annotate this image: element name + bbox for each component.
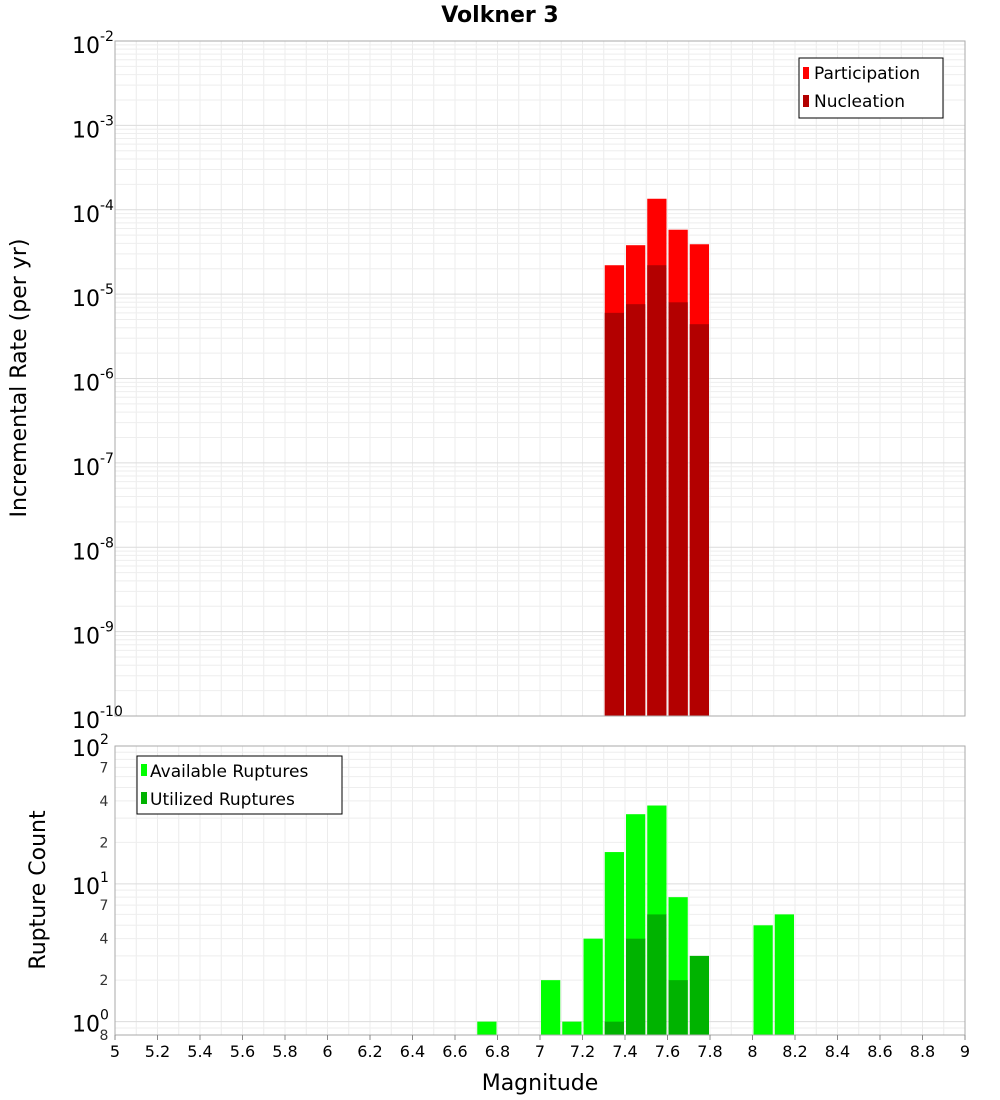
x-tick-label: 8.4	[825, 1042, 850, 1061]
available-ruptures-bar	[541, 980, 561, 1035]
top-y-axis-label: Incremental Rate (per yr)	[7, 239, 32, 518]
x-tick-label: 9	[960, 1042, 970, 1061]
bottom-bars	[477, 805, 794, 1035]
x-tick-label: 8.2	[782, 1042, 807, 1061]
x-tick-label: 5.8	[272, 1042, 297, 1061]
top-y-tick-label: 10-8	[72, 535, 114, 565]
top-y-tick-label: 10-4	[72, 198, 114, 228]
utilized-ruptures-bar	[647, 914, 667, 1035]
legend-participation-label: Participation	[814, 64, 920, 84]
bottom-legend: Available Ruptures Utilized Ruptures	[136, 755, 343, 815]
bottom-y-major-tick-label: 100	[72, 1008, 109, 1038]
available-ruptures-bar	[753, 925, 773, 1035]
participation-swatch	[803, 67, 809, 79]
bottom-y-major-tick-label: 101	[72, 870, 109, 900]
top-legend: Participation Nucleation	[798, 57, 944, 119]
bottom-y-major-tick-label: 102	[72, 732, 109, 762]
x-tick-label: 7	[535, 1042, 545, 1061]
available-ruptures-bar	[562, 1021, 582, 1035]
top-y-tick-label: 10-7	[72, 451, 114, 481]
x-tick-label: 6.8	[485, 1042, 510, 1061]
nucleation-bar	[604, 312, 624, 716]
x-axis-label: Magnitude	[482, 1071, 599, 1096]
utilized-ruptures-bar	[604, 1021, 624, 1035]
bottom-y-axis-label: Rupture Count	[26, 810, 51, 970]
bottom-y-minor-tick-label: 4	[100, 932, 109, 948]
top-y-tick-label: 10-10	[72, 704, 123, 734]
top-y-tick-label: 10-3	[72, 113, 114, 143]
utilized-ruptures-bar	[668, 980, 688, 1035]
x-tick-label: 5	[110, 1042, 120, 1061]
nucleation-bar	[689, 324, 709, 716]
x-tick-label: 8	[747, 1042, 757, 1061]
utilized-ruptures-swatch	[141, 792, 147, 804]
top-gridlines	[115, 41, 965, 716]
x-tick-label: 5.4	[187, 1042, 212, 1061]
nucleation-bar	[626, 304, 646, 716]
x-tick-label: 6.6	[442, 1042, 467, 1061]
top-y-tick-label: 10-5	[72, 282, 114, 312]
top-y-tick-label: 10-2	[72, 29, 114, 59]
available-ruptures-swatch	[141, 764, 147, 776]
x-tick-label: 7.4	[612, 1042, 637, 1061]
top-y-ticks: 10-2 10-3 10-4 10-5 10-6 10-7 10-8 10-9 10-10	[72, 29, 123, 734]
top-y-tick-label: 10-6	[72, 367, 114, 397]
x-tick-label: 7.8	[697, 1042, 722, 1061]
x-tick-label: 5.2	[145, 1042, 170, 1061]
x-tick-label: 7.2	[570, 1042, 595, 1061]
utilized-ruptures-bar	[626, 938, 646, 1035]
available-ruptures-bar	[477, 1021, 497, 1035]
legend-nucleation-label: Nucleation	[814, 92, 905, 112]
top-legend-box	[798, 57, 944, 119]
top-bars	[604, 198, 709, 717]
x-ticks: 5 5.2 5.4 5.6 5.8 6 6.2 6.4 6.6 6.8 7 7.2 7.4 7.6 7.8 8…	[110, 1035, 970, 1061]
bottom-y-ticks: 102 101 100 7 4 2 7 4 2 8	[72, 732, 109, 1044]
chart-title: Volkner 3	[441, 3, 559, 28]
x-tick-label: 8.6	[867, 1042, 892, 1061]
available-ruptures-bar	[604, 852, 624, 1035]
x-tick-label: 6.4	[400, 1042, 425, 1061]
bottom-y-minor-tick-label: 2	[100, 835, 109, 851]
bottom-legend-box	[136, 755, 343, 815]
bottom-y-minor-tick-label: 7	[100, 898, 109, 914]
available-ruptures-bar	[774, 914, 794, 1035]
x-tick-label: 6	[322, 1042, 332, 1061]
legend-available-label: Available Ruptures	[150, 762, 308, 782]
top-y-tick-label: 10-9	[72, 620, 114, 650]
bottom-y-minor-tick-label: 4	[100, 794, 109, 810]
x-tick-label: 6.2	[357, 1042, 382, 1061]
bottom-y-minor-tick-label: 8	[100, 1028, 109, 1044]
utilized-ruptures-bar	[689, 955, 709, 1035]
x-tick-label: 7.6	[655, 1042, 680, 1061]
nucleation-bar	[668, 302, 688, 716]
available-ruptures-bar	[583, 938, 603, 1035]
bottom-y-minor-tick-label: 7	[100, 760, 109, 776]
nucleation-bar	[647, 265, 667, 716]
legend-utilized-label: Utilized Ruptures	[150, 790, 295, 810]
x-tick-label: 5.6	[230, 1042, 255, 1061]
bottom-y-minor-tick-label: 2	[100, 973, 109, 989]
nucleation-swatch	[803, 95, 809, 107]
bottom-gridlines	[115, 746, 965, 1035]
x-tick-label: 8.8	[910, 1042, 935, 1061]
top-plot-border	[114, 40, 966, 717]
